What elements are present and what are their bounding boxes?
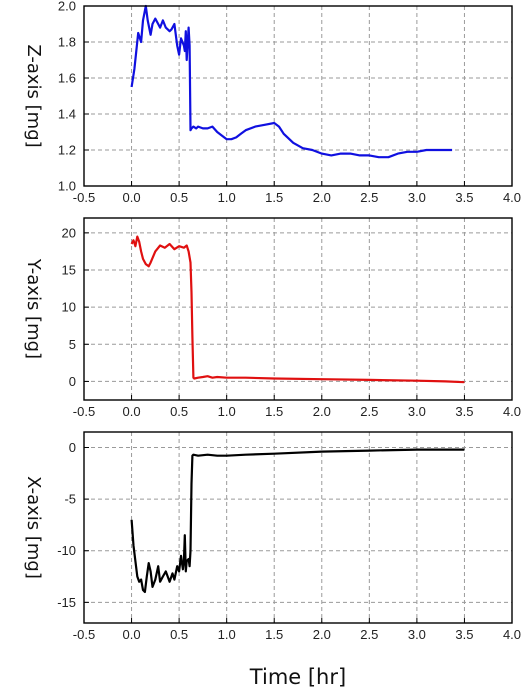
x-tick-label: 1.5 (265, 404, 283, 419)
y-tick-label: 1.0 (58, 179, 76, 194)
panel-y-axis: -0.5 0.0 0.5 1.0 1.5 2.0 2.5 3.0 3.5 4.0 0 5 10 15 20 Y… (23, 217, 521, 419)
plot-frame (83, 5, 513, 187)
series-line-z (130, 4, 453, 159)
x-tick-label: 0.5 (170, 190, 188, 205)
x-tick-label: 0.5 (170, 404, 188, 419)
y-tick-label: 10 (62, 300, 76, 315)
x-tick-label: 1.5 (265, 627, 283, 642)
y-tick-label: 2.0 (58, 0, 76, 14)
x-tick-label: 4.0 (503, 627, 521, 642)
y-tick-label: 1.8 (58, 35, 76, 50)
y-axis-title-x: X-axis [mg] (23, 476, 44, 579)
x-tick-label: 0.0 (123, 404, 141, 419)
x-tick-label: 1.5 (265, 190, 283, 205)
x-tick-label: 3.0 (408, 404, 426, 419)
y-tick-label: 1.2 (58, 143, 76, 158)
x-tick-label: 3.5 (455, 627, 473, 642)
y-tick-label: 0 (69, 374, 76, 389)
x-tick-label: 0.5 (170, 627, 188, 642)
x-tick-label: -0.5 (73, 404, 95, 419)
x-tick-label: 0.0 (123, 190, 141, 205)
y-tick-label: 1.6 (58, 71, 76, 86)
plot-frame (83, 431, 513, 624)
series-line-x (130, 448, 465, 594)
panel-x-axis: -0.5 0.0 0.5 1.0 1.5 2.0 2.5 3.0 3.5 4.0 0 -5 -10 -15… (23, 431, 521, 642)
y-tick-label: -15 (57, 595, 76, 610)
x-tick-label: 2.0 (313, 627, 331, 642)
y-tick-label: 5 (69, 337, 76, 352)
panel-z-axis: -0.5 0.0 0.5 1.0 1.5 2.0 2.5 3.0 3.5 4.0 1.0 1.2 1.4… (23, 0, 521, 205)
x-tick-label: 4.0 (503, 190, 521, 205)
y-axis-title-z: Z-axis [mg] (23, 44, 44, 147)
y-tick-label: 20 (62, 225, 76, 240)
x-tick-label: 3.0 (408, 627, 426, 642)
x-tick-label: 2.5 (360, 190, 378, 205)
y-tick-label: 0 (69, 440, 76, 455)
x-tick-label: 0.0 (123, 627, 141, 642)
x-tick-label: 2.5 (360, 627, 378, 642)
y-axis-title-y: Y-axis [mg] (23, 258, 44, 359)
y-tick-label: -10 (57, 543, 76, 558)
series-line-y (130, 235, 465, 384)
x-tick-label: 1.0 (218, 627, 236, 642)
x-tick-label: 2.0 (313, 404, 331, 419)
x-tick-label: 3.5 (455, 190, 473, 205)
y-tick-label: 15 (62, 263, 76, 278)
x-tick-label: 1.0 (218, 190, 236, 205)
x-tick-label: 2.0 (313, 190, 331, 205)
x-tick-label: -0.5 (73, 190, 95, 205)
x-tick-label: 2.5 (360, 404, 378, 419)
x-tick-label: -0.5 (73, 627, 95, 642)
x-tick-label: 3.5 (455, 404, 473, 419)
x-axis-title: Time [hr] (249, 665, 346, 689)
y-tick-label: 1.4 (58, 107, 76, 122)
y-tick-label: -5 (64, 492, 76, 507)
x-tick-label: 1.0 (218, 404, 236, 419)
x-tick-label: 3.0 (408, 190, 426, 205)
x-tick-label: 4.0 (503, 404, 521, 419)
plot-frame (83, 217, 513, 401)
